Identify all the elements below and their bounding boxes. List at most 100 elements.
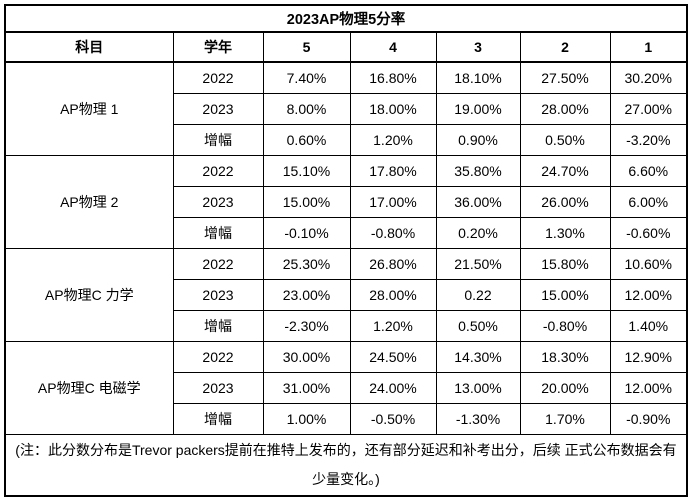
value-cell: 24.50% [349,341,437,373]
value-cell: 18.10% [435,61,521,94]
value-cell: 12.00% [609,372,688,404]
value-cell: 26.00% [519,186,611,218]
column-header-year: 学年 [172,31,264,63]
table-row: 2023 23.00% 28.00% 0.22 15.00% 12.00% [5,279,688,311]
value-cell: 0.50% [435,310,521,342]
column-header-score5: 5 [262,31,351,63]
value-cell: -0.60% [609,217,688,249]
value-cell: -0.90% [609,403,688,435]
note-row: (注：此分数分布是Trevor packers提前在推特上发布的，还有部分延迟和… [4,434,688,497]
table-title: 2023AP物理5分率 [4,4,688,33]
year-cell: 增幅 [172,403,264,435]
value-cell: 27.50% [519,61,611,94]
value-cell: 12.90% [609,341,688,373]
value-cell: 27.00% [609,93,688,125]
value-cell: 18.00% [349,93,437,125]
value-cell: 1.40% [609,310,688,342]
value-cell: 21.50% [435,248,521,280]
table-row: 2023 15.00% 17.00% 36.00% 26.00% 6.00% [5,186,688,218]
year-cell: 2023 [172,279,264,311]
value-cell: 35.80% [435,155,521,187]
year-cell: 2023 [172,372,264,404]
value-cell: 15.00% [262,186,351,218]
value-cell: 10.60% [609,248,688,280]
value-cell: 12.00% [609,279,688,311]
column-header-score1: 1 [609,31,688,63]
table-row: AP物理 2 2022 15.10% 17.80% 35.80% 24.70% … [4,155,688,249]
header-row: 科目 学年 5 4 3 2 1 [4,31,688,63]
year-cell: 2023 [172,186,264,218]
year-cell: 增幅 [172,217,264,249]
column-header-subject: 科目 [4,31,174,63]
value-cell: 0.50% [519,124,611,156]
value-cell: 15.80% [519,248,611,280]
value-cell: 7.40% [262,61,351,94]
value-cell: 0.22 [435,279,521,311]
subject-cell: AP物理 2 [4,155,174,249]
value-cell: -3.20% [609,124,688,156]
value-cell: 23.00% [262,279,351,311]
value-cell: 14.30% [435,341,521,373]
value-cell: 16.80% [349,61,437,94]
footnote: (注：此分数分布是Trevor packers提前在推特上发布的，还有部分延迟和… [4,434,688,497]
value-cell: 28.00% [349,279,437,311]
value-cell: 30.20% [609,61,688,94]
year-cell: 2022 [172,61,264,94]
year-cell: 增幅 [172,124,264,156]
value-cell: 19.00% [435,93,521,125]
value-cell: 31.00% [262,372,351,404]
value-cell: 1.20% [349,310,437,342]
value-cell: 1.70% [519,403,611,435]
value-cell: 15.10% [262,155,351,187]
value-cell: 17.00% [349,186,437,218]
value-cell: 24.70% [519,155,611,187]
year-cell: 增幅 [172,310,264,342]
value-cell: 0.60% [262,124,351,156]
column-header-score3: 3 [435,31,521,63]
title-row: 2023AP物理5分率 [4,4,688,33]
value-cell: 18.30% [519,341,611,373]
value-cell: 36.00% [435,186,521,218]
value-cell: 24.00% [349,372,437,404]
value-cell: 6.60% [609,155,688,187]
value-cell: 1.20% [349,124,437,156]
table-row: 2023 8.00% 18.00% 19.00% 28.00% 27.00% [5,93,688,125]
value-cell: 28.00% [519,93,611,125]
year-cell: 2023 [172,93,264,125]
table-row: 增幅 1.00% -0.50% -1.30% 1.70% -0.90% [5,403,688,435]
value-cell: -0.80% [519,310,611,342]
table-row: AP物理 1 2022 7.40% 16.80% 18.10% 27.50% 3… [4,61,688,156]
subject-cell: AP物理C 力学 [4,248,174,342]
value-cell: 26.80% [349,248,437,280]
year-cell: 2022 [172,155,264,187]
value-cell: -2.30% [262,310,351,342]
subject-cell: AP物理 1 [4,61,174,156]
year-cell: 2022 [172,341,264,373]
value-cell: -0.50% [349,403,437,435]
value-cell: 30.00% [262,341,351,373]
value-cell: 25.30% [262,248,351,280]
value-cell: 0.20% [435,217,521,249]
value-cell: 1.00% [262,403,351,435]
value-cell: 13.00% [435,372,521,404]
value-cell: 1.30% [519,217,611,249]
value-cell: 0.90% [435,124,521,156]
value-cell: -0.80% [349,217,437,249]
value-cell: 17.80% [349,155,437,187]
table-row: AP物理C 力学 2022 25.30% 26.80% 21.50% 15.80… [4,248,688,342]
year-cell: 2022 [172,248,264,280]
ap-physics-score-table: 2023AP物理5分率 科目 学年 5 4 3 2 1 AP物理 1 2022 … [4,4,688,497]
value-cell: -0.10% [262,217,351,249]
table-row: 增幅 0.60% 1.20% 0.90% 0.50% -3.20% [5,124,688,156]
column-header-score4: 4 [349,31,437,63]
table-row: 增幅 -0.10% -0.80% 0.20% 1.30% -0.60% [5,217,688,249]
value-cell: 8.00% [262,93,351,125]
value-cell: 20.00% [519,372,611,404]
column-header-score2: 2 [519,31,611,63]
subject-cell: AP物理C 电磁学 [4,341,174,435]
value-cell: 15.00% [519,279,611,311]
table-row: AP物理C 电磁学 2022 30.00% 24.50% 14.30% 18.3… [4,341,688,435]
value-cell: -1.30% [435,403,521,435]
value-cell: 6.00% [609,186,688,218]
